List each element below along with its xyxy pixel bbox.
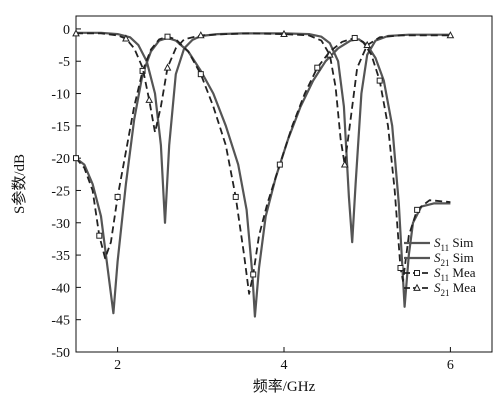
y-tick-label: -25	[51, 184, 70, 199]
legend-label-suffix: Sim	[450, 250, 474, 265]
x-axis-title: 频率/GHz	[253, 378, 316, 395]
legend-label-suffix: Mea	[449, 265, 476, 280]
y-tick-label: -15	[51, 120, 70, 135]
data-point	[232, 193, 239, 200]
plot-axes: 0 -5 -10 -15 -20 -25 -30 -35 -40 -45 -50 2 4 6	[51, 15, 493, 373]
legend-label: S11 Mea	[434, 265, 476, 283]
data-point	[145, 95, 154, 103]
legend-entry: S21 Mea	[404, 280, 476, 298]
data-point	[340, 160, 349, 168]
data-point	[280, 29, 288, 37]
series-line	[76, 32, 451, 166]
x-tick-label: 4	[281, 358, 288, 373]
legend-label: S11 Sim	[434, 235, 473, 253]
y-tick-label: -20	[51, 152, 70, 167]
data-point	[163, 63, 172, 71]
legend-label-main: S	[434, 280, 441, 295]
series-layer	[72, 29, 455, 318]
legend-marker	[413, 283, 421, 291]
data-point	[351, 34, 358, 41]
y-tick-label: -10	[51, 88, 70, 103]
legend-marker	[414, 270, 420, 276]
data-point	[196, 31, 205, 39]
data-point	[276, 161, 283, 168]
plot-frame	[75, 15, 493, 353]
x-tick-label: 2	[114, 358, 121, 373]
legend-label-subscript: 11	[441, 243, 450, 253]
y-axis-title: S参数/dB	[11, 154, 28, 214]
legend-label-subscript: 21	[441, 288, 450, 298]
x-tick-label: 6	[447, 358, 454, 373]
legend-label-main: S	[434, 265, 441, 280]
y-tick-label: -40	[51, 281, 70, 296]
data-point	[197, 71, 204, 78]
legend-label-main: S	[434, 250, 441, 265]
data-point	[414, 206, 421, 213]
series-line	[75, 36, 451, 318]
data-point	[250, 271, 257, 278]
legend-label-subscript: 21	[441, 258, 450, 268]
y-tick-label: 0	[63, 23, 70, 38]
series-line	[75, 35, 451, 295]
legend-entry: S11 Sim	[404, 235, 473, 253]
legend-label: S21 Sim	[434, 250, 474, 268]
legend-label-suffix: Mea	[450, 280, 477, 295]
data-point	[164, 33, 171, 40]
data-point	[446, 31, 455, 39]
data-point	[73, 155, 79, 162]
data-point	[363, 40, 372, 48]
data-point	[96, 232, 103, 239]
data-point	[122, 34, 130, 42]
legend-label-main: S	[434, 235, 441, 250]
legend-entry: S11 Mea	[404, 265, 476, 283]
legend-label: S21 Mea	[434, 280, 476, 298]
data-point	[139, 67, 146, 74]
data-point	[325, 50, 334, 58]
series-s11-sim	[75, 36, 451, 318]
y-tick-label: -45	[51, 314, 70, 329]
y-tick-label: -30	[51, 217, 70, 232]
data-point	[397, 265, 404, 271]
y-tick-label: -35	[51, 249, 70, 264]
legend-label-subscript: 11	[441, 273, 450, 283]
series-s11-mea	[73, 33, 451, 295]
data-point	[376, 77, 383, 84]
legend-entry: S21 Sim	[404, 250, 474, 268]
legend-label-suffix: Sim	[449, 235, 473, 250]
series-s21-mea	[72, 29, 455, 168]
data-point	[114, 193, 121, 200]
y-tick-label: -5	[58, 55, 70, 70]
y-tick-label: -50	[51, 346, 70, 361]
data-point	[314, 64, 321, 71]
data-point	[72, 29, 80, 37]
